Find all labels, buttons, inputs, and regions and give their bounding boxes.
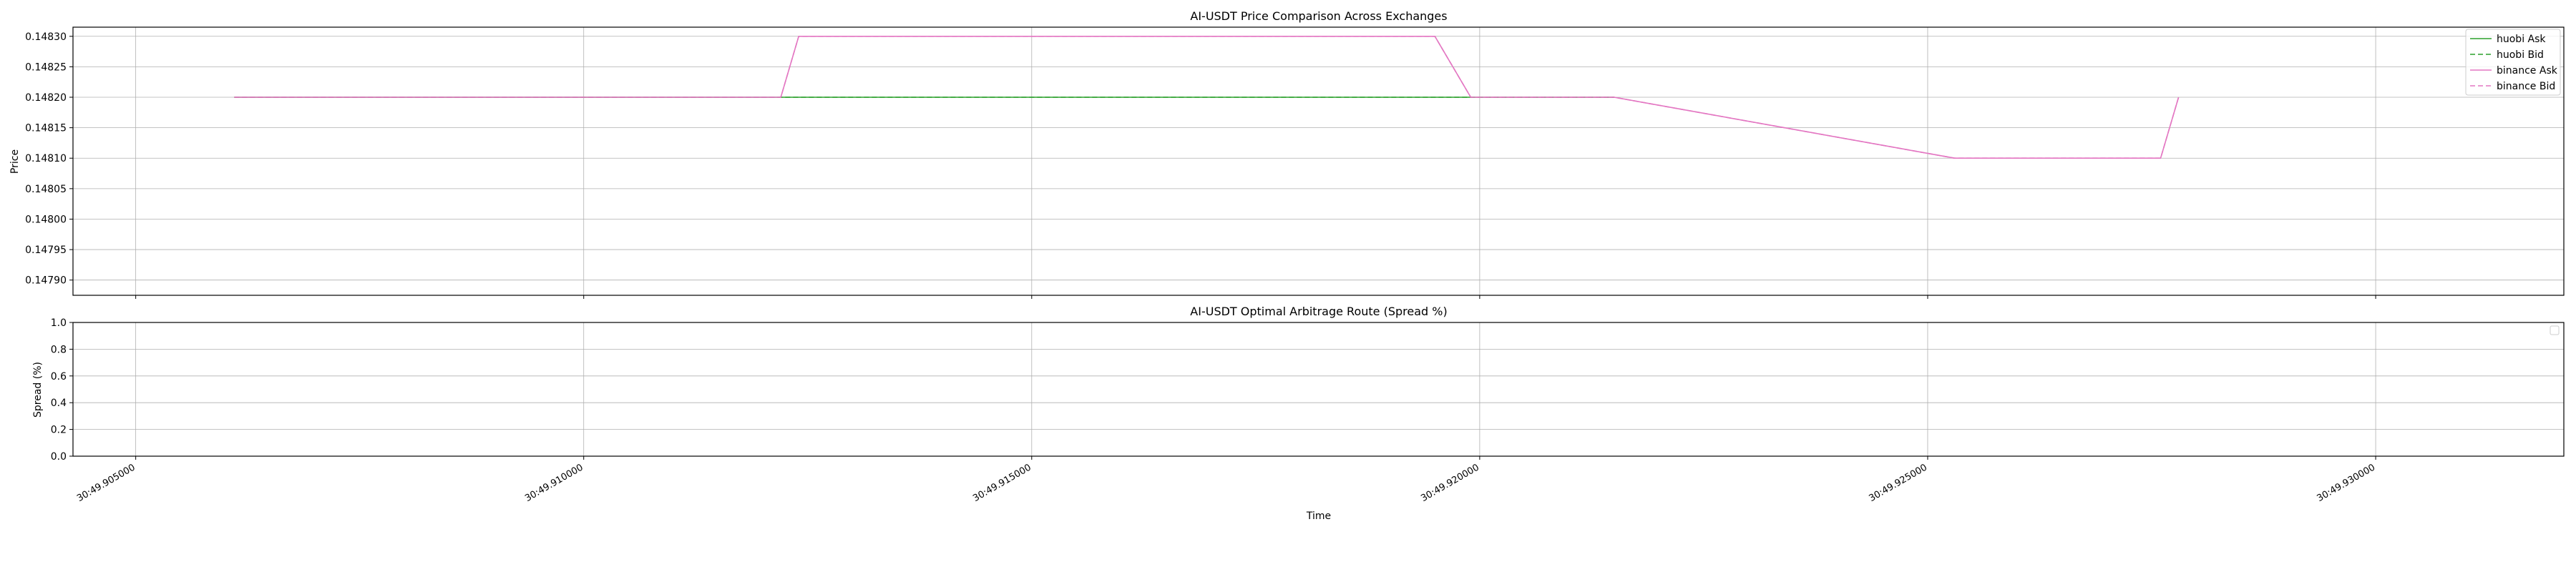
price-series <box>234 35 2180 159</box>
y-tick-label: 0.14805 <box>25 184 67 195</box>
y-tick-label: 0.14825 <box>25 61 67 73</box>
y-tick-label: 0.14800 <box>25 214 67 225</box>
y-tick-label: 0.8 <box>51 344 67 355</box>
spread-y-axis-label: Spread (%) <box>32 362 44 418</box>
y-tick-label: 0.6 <box>51 371 67 383</box>
legend-entry-huobi-bid: huobi Bid <box>2470 49 2544 61</box>
legend-entry-huobi-ask: huobi Ask <box>2470 34 2546 45</box>
y-tick-label: 0.14810 <box>25 153 67 164</box>
spread-plot-frame <box>72 322 2565 457</box>
spread-legend-box <box>2550 325 2560 335</box>
price-plot-frame <box>72 26 2565 296</box>
y-tick-label: 0.0 <box>51 451 67 463</box>
price-x-ticks <box>135 295 2376 299</box>
y-tick-label: 1.0 <box>51 317 67 329</box>
series-line-binance-bid <box>234 35 2180 159</box>
legend-label-binance-bid: binance Bid <box>2497 81 2555 92</box>
price-y-axis-label: Price <box>9 149 21 174</box>
y-tick-label: 0.4 <box>51 398 67 409</box>
price-chart-title: AI-USDT Price Comparison Across Exchange… <box>1190 9 1447 23</box>
spread-chart-title: AI-USDT Optimal Arbitrage Route (Spread … <box>1190 305 1447 318</box>
legend-entry-binance-ask: binance Ask <box>2470 65 2558 77</box>
legend-entry-binance-bid: binance Bid <box>2470 81 2555 92</box>
y-tick-label: 0.14830 <box>25 31 67 43</box>
legend-box <box>2465 29 2561 96</box>
price-chart: AI-USDT Price Comparison Across Exchange… <box>9 9 2565 299</box>
y-tick-label: 0.14820 <box>25 92 67 104</box>
legend-label-binance-ask: binance Ask <box>2497 65 2558 77</box>
x-axis-label: Time <box>1306 511 1331 522</box>
legend-label-huobi-bid: huobi Bid <box>2497 49 2544 61</box>
legend-label-huobi-ask: huobi Ask <box>2497 34 2546 45</box>
y-tick-label: 0.14790 <box>25 275 67 287</box>
y-tick-label: 0.14815 <box>25 123 67 134</box>
price-legend: huobi Ask huobi Bid binance Ask binance … <box>2465 29 2561 96</box>
y-tick-label: 0.2 <box>51 425 67 436</box>
spread-y-ticks: 0.0 0.2 0.4 0.6 0.8 1.0 <box>51 317 73 463</box>
price-y-ticks: 0.14790 0.14795 0.14800 0.14805 0.14810 0.148… <box>25 31 73 287</box>
y-tick-label: 0.14795 <box>25 245 67 256</box>
